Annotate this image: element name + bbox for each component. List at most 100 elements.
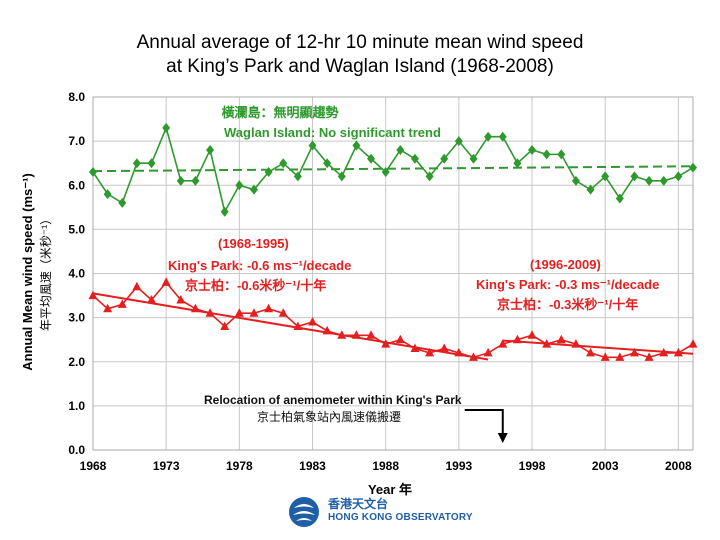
data-point xyxy=(117,299,127,308)
plot-frame xyxy=(92,96,694,451)
relocation-annotation-chinese: 京士柏氣象站內風速儀搬遷 xyxy=(257,409,401,424)
waglan-annotation-chinese: 橫瀾島：無明顯趨勢 xyxy=(221,105,338,120)
y-axis-label: Annual Mean wind speed (ms⁻¹) xyxy=(20,173,35,371)
data-point xyxy=(586,184,595,195)
data-point xyxy=(337,330,347,339)
data-point xyxy=(249,308,259,317)
x-tick-label: 1998 xyxy=(519,459,546,473)
data-point xyxy=(162,122,171,133)
data-point xyxy=(381,339,391,348)
data-point xyxy=(161,277,171,286)
x-tick-label: 1988 xyxy=(372,459,399,473)
hko-logo: 香港天文台 HONG KONG OBSERVATORY xyxy=(286,494,473,530)
data-point xyxy=(528,144,537,155)
data-point xyxy=(234,308,244,317)
data-point xyxy=(600,352,610,361)
data-point xyxy=(132,158,141,169)
data-point xyxy=(396,144,405,155)
x-tick-label: 1973 xyxy=(153,459,180,473)
data-point xyxy=(644,352,654,361)
x-tick-label: 2003 xyxy=(592,459,619,473)
data-point xyxy=(308,140,317,151)
data-point xyxy=(469,153,478,164)
data-point xyxy=(440,153,449,164)
y-tick-label: 7.0 xyxy=(68,134,85,148)
data-point xyxy=(205,308,215,317)
data-point xyxy=(498,131,507,142)
data-point xyxy=(279,158,288,169)
data-point xyxy=(645,175,654,186)
data-point xyxy=(147,294,157,304)
y-tick-label: 4.0 xyxy=(68,267,85,281)
data-point xyxy=(571,175,580,186)
data-point xyxy=(264,167,273,178)
data-point xyxy=(176,175,185,186)
data-point xyxy=(351,330,361,339)
y-tick-label: 3.0 xyxy=(68,311,85,325)
data-point xyxy=(410,153,419,164)
data-point xyxy=(352,140,361,151)
data-point xyxy=(191,175,200,186)
data-point xyxy=(88,290,98,300)
relocation-arrowhead xyxy=(497,433,508,443)
data-point xyxy=(629,347,639,357)
data-point xyxy=(264,303,274,313)
series-line xyxy=(92,281,694,359)
y-axis-label-chinese: 年平均風速（米秒⁻¹） xyxy=(39,213,53,331)
data-point xyxy=(323,158,332,169)
data-point xyxy=(688,339,698,348)
data-point xyxy=(512,334,522,344)
data-point xyxy=(557,149,566,160)
x-tick-label: 1983 xyxy=(299,459,326,473)
data-point xyxy=(586,347,596,357)
data-point xyxy=(484,131,493,142)
relocation-annotation: Relocation of anemometer within King's P… xyxy=(204,393,462,407)
trend-line xyxy=(92,165,694,173)
data-point xyxy=(322,325,332,335)
data-point xyxy=(190,303,200,313)
x-axis-label: Year 年 xyxy=(368,482,412,497)
data-point xyxy=(89,167,97,178)
logo-name-english: HONG KONG OBSERVATORY xyxy=(328,512,473,523)
y-tick-label: 6.0 xyxy=(68,178,85,192)
trend-line xyxy=(92,292,489,361)
data-point xyxy=(674,171,683,182)
data-point xyxy=(542,339,552,348)
relocation-arrow xyxy=(464,409,504,434)
data-point xyxy=(556,334,566,344)
data-point xyxy=(293,171,302,182)
data-point xyxy=(381,167,390,178)
kp-period-1: (1968-1995) xyxy=(218,236,289,251)
x-tick-label: 1993 xyxy=(446,459,473,473)
data-point xyxy=(630,171,639,182)
data-point xyxy=(278,308,288,317)
data-point xyxy=(513,158,522,169)
kp-trend-1-chinese: 京士柏：-0.6米秒⁻¹/十年 xyxy=(185,278,326,293)
y-tick-label: 2.0 xyxy=(68,355,85,369)
data-point xyxy=(103,303,113,313)
data-point xyxy=(439,343,449,353)
data-point xyxy=(293,321,303,330)
data-point xyxy=(468,352,478,361)
data-point xyxy=(132,281,142,291)
data-point xyxy=(498,339,508,348)
data-point xyxy=(337,171,346,182)
data-point xyxy=(601,171,610,182)
y-tick-label: 0.0 xyxy=(68,443,85,457)
logo-name-chinese: 香港天文台 xyxy=(328,497,389,511)
data-point xyxy=(571,339,581,348)
x-tick-label: 1968 xyxy=(80,459,107,473)
data-point xyxy=(249,184,258,195)
kp-trend-1: King's Park: -0.6 ms⁻¹/decade xyxy=(168,258,351,273)
data-point xyxy=(366,330,376,339)
data-point xyxy=(220,206,229,217)
data-point xyxy=(176,294,186,304)
chart-title-line-2: at King’s Park and Waglan Island (1968-2… xyxy=(166,56,554,77)
kp-period-2: (1996-2009) xyxy=(530,257,601,272)
data-point xyxy=(206,144,215,155)
data-point xyxy=(118,197,127,208)
waglan-annotation: Waglan Island: No significant trend xyxy=(224,125,441,140)
chart-title-line-1: Annual average of 12-hr 10 minute mean w… xyxy=(136,32,584,53)
data-point xyxy=(425,347,435,357)
